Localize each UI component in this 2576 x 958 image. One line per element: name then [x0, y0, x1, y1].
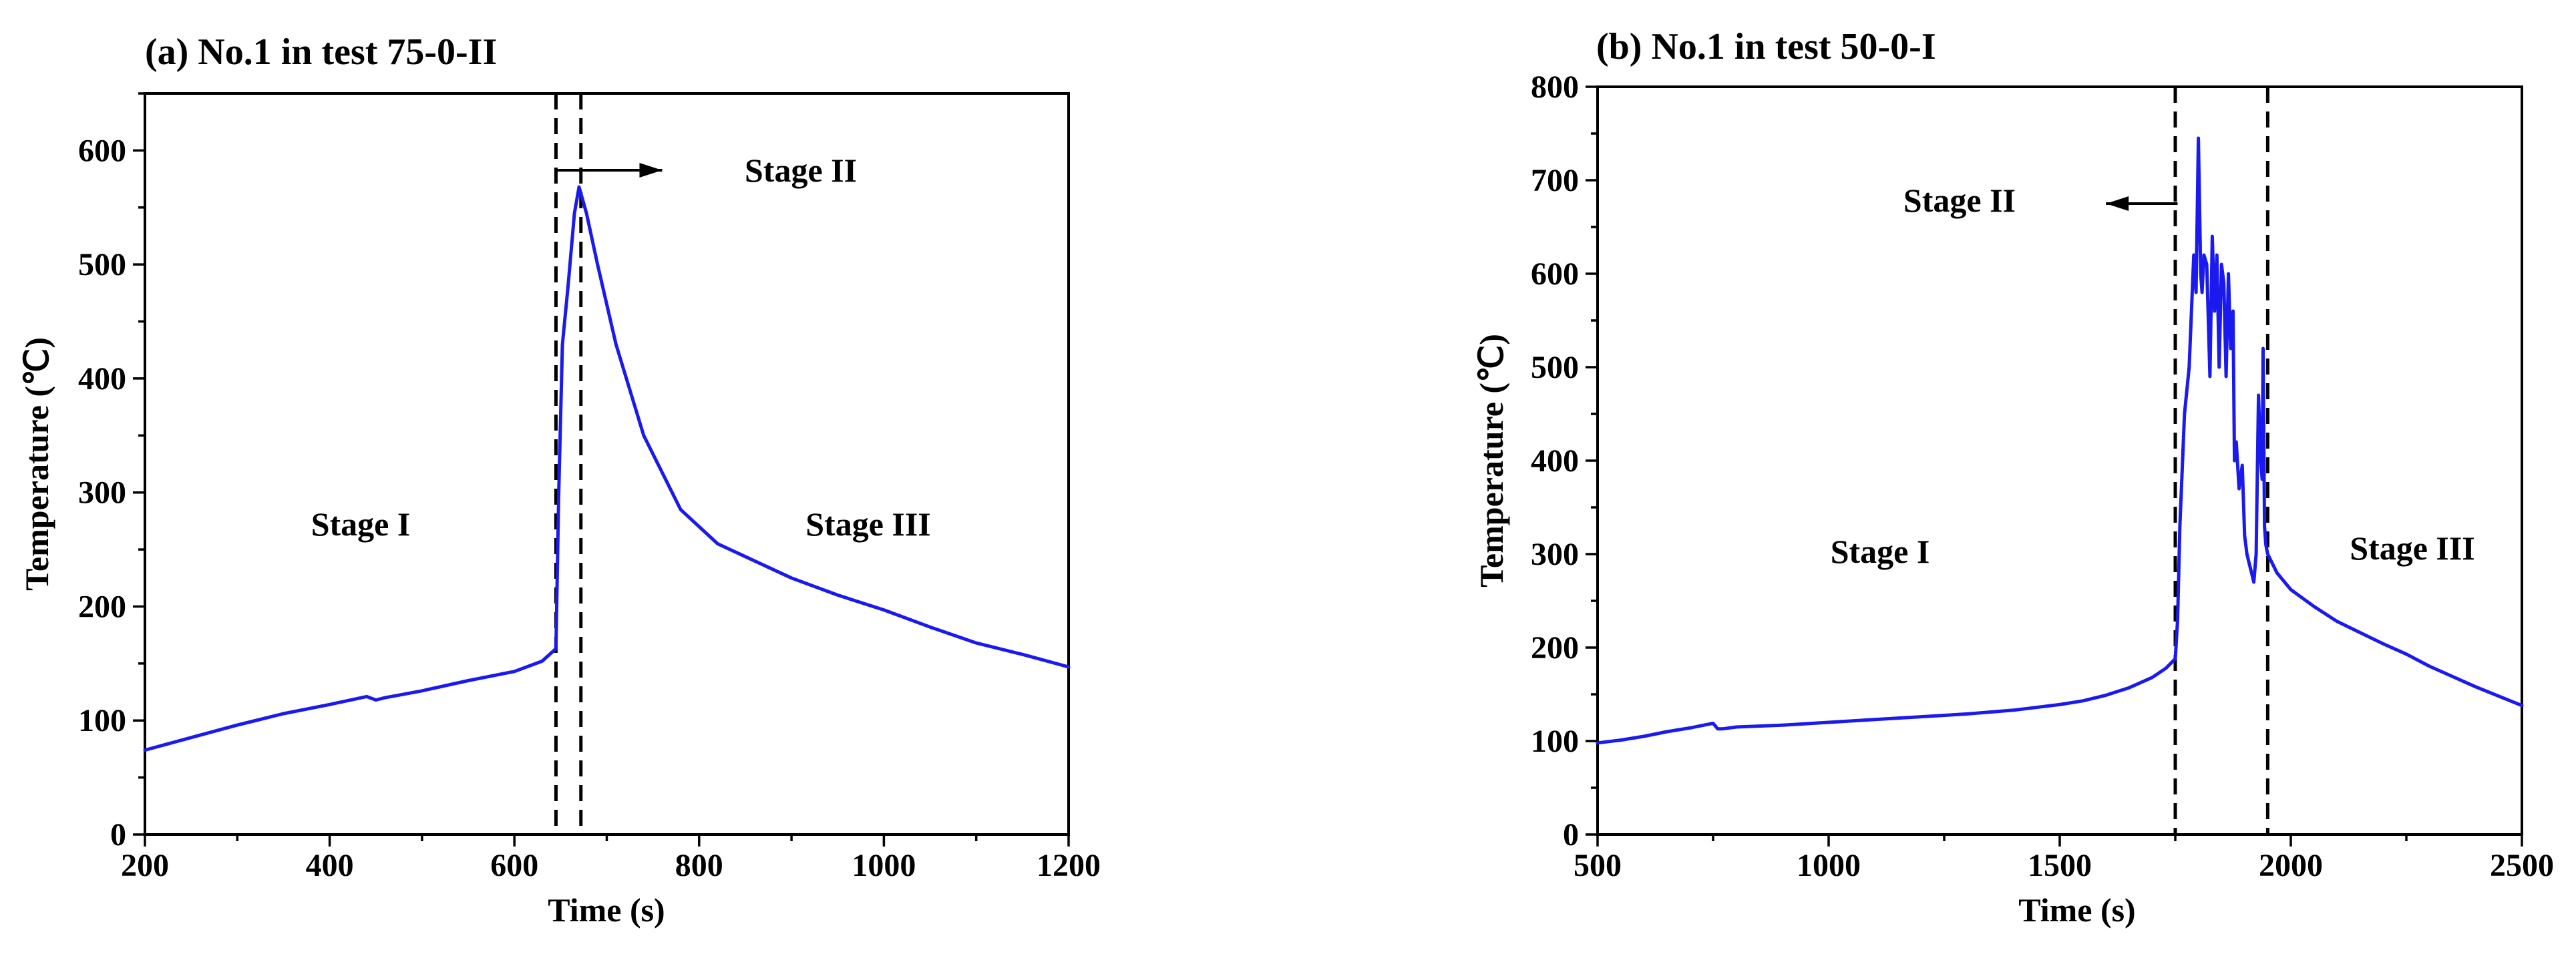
- chart-a-x-tick-label: 1000: [852, 848, 916, 883]
- chart-b-xlabel: Time (s): [2018, 891, 2135, 929]
- chart-b-y-tick-label: 500: [1531, 350, 1579, 385]
- chart-a-y-tick-label: 500: [78, 247, 126, 282]
- chart-a-y-tick-label: 300: [78, 475, 126, 511]
- chart-a-y-tick-label: 600: [78, 133, 126, 168]
- chart-b-temperature-line: [1596, 136, 2524, 745]
- chart-a-plot-frame: [144, 92, 1070, 836]
- chart-panel-a: (a) No.1 in test 75-0-II Temperature (℃)…: [18, 31, 1101, 929]
- chart-b-x-tick-label: 1500: [2028, 848, 2092, 883]
- chart-panel-b: (b) No.1 in test 50-0-I Temperature (℃) …: [1473, 26, 2554, 929]
- chart-a-y-tick-label: 200: [78, 589, 126, 624]
- chart-b-stage-3-label: Stage III: [2350, 529, 2475, 567]
- chart-b-y-tick-label: 200: [1531, 630, 1579, 666]
- chart-b-y-tick-label: 100: [1531, 724, 1579, 759]
- chart-a-x-tick-label: 800: [675, 848, 723, 883]
- chart-a-xlabel: Time (s): [548, 891, 665, 929]
- chart-b-title: (b) No.1 in test 50-0-I: [1596, 26, 1936, 67]
- chart-a-y-tick-label: 400: [78, 361, 126, 397]
- chart-b-y-tick-label: 0: [1563, 817, 1579, 853]
- chart-a-stage-3-label: Stage III: [805, 505, 931, 543]
- chart-b-y-tick-label: 800: [1531, 69, 1579, 105]
- chart-b-x-tick-label: 500: [1574, 848, 1622, 883]
- chart-a-title: (a) No.1 in test 75-0-II: [145, 31, 497, 73]
- chart-b-x-tick-label: 2500: [2490, 848, 2554, 883]
- chart-b-stage-2-label: Stage II: [1903, 182, 2016, 219]
- chart-b-stage-1-label: Stage I: [1831, 533, 1930, 570]
- chart-a-temperature-line: [143, 185, 1071, 752]
- chart-a-arrow-head: [639, 163, 663, 178]
- chart-b-x-tick-label: 2000: [2259, 848, 2323, 883]
- chart-a-ylabel: Temperature (℃): [18, 337, 55, 591]
- chart-a-stage-2-label: Stage II: [745, 152, 857, 189]
- chart-a-x-tick-label: 400: [306, 848, 354, 883]
- chart-b-y-tick-label: 700: [1531, 163, 1579, 198]
- chart-b-y-tick-label: 300: [1531, 537, 1579, 572]
- chart-a-x-tick-label: 600: [490, 848, 538, 883]
- chart-b-x-tick-label: 1000: [1797, 848, 1861, 883]
- chart-a-stage-1-label: Stage I: [311, 505, 411, 543]
- chart-a-x-tick-label: 200: [121, 848, 169, 883]
- chart-b-y-tick-label: 600: [1531, 256, 1579, 292]
- chart-a-x-tick-label: 1200: [1037, 848, 1101, 883]
- chart-a-y-tick-label: 0: [110, 817, 126, 853]
- chart-b-arrow-head: [2106, 196, 2129, 211]
- chart-b-plot-frame: [1596, 85, 2523, 836]
- chart-a-y-tick-label: 100: [78, 703, 126, 738]
- chart-b-y-tick-label: 400: [1531, 443, 1579, 479]
- chart-b-ylabel: Temperature (℃): [1473, 334, 1510, 587]
